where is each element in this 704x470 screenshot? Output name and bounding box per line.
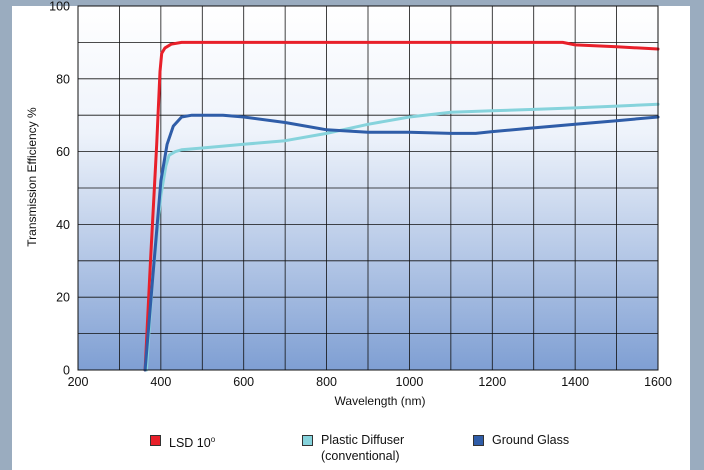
legend-label-lsd: LSD 10 [169,436,211,451]
legend-label-plastic-diffuser: Plastic Diffuser [321,433,405,447]
gridlines [78,6,658,370]
series-lines [143,40,660,372]
y-tick-label: 20 [56,291,70,305]
x-tick-label: 800 [316,375,337,389]
y-tick-label: 80 [56,72,70,86]
legend-swatch-lsd [150,435,161,446]
x-tick-label: 1200 [478,375,506,389]
y-tick-label: 100 [49,0,70,14]
series-line-0 [143,40,660,372]
plot-border [77,5,659,371]
legend-label-lsd-degree: o [210,435,216,444]
x-tick-label: 600 [233,375,254,389]
x-tick-label: 1400 [561,375,589,389]
legend-label-ground-glass: Ground Glass [492,433,570,447]
y-axis-label: Transmission Efficiency % [25,107,39,247]
x-tick-label: 1000 [396,375,424,389]
x-tick-label: 200 [68,375,89,389]
x-axis-label: Wavelength (nm) [334,394,426,408]
x-tick-labels: 200 400 600 800 1000 1200 1400 1600 [68,375,672,389]
x-tick-label: 1600 [644,375,672,389]
series-line-2 [143,113,660,372]
series-line-1 [144,102,660,372]
window-frame-top [0,0,704,6]
window-frame-left [0,0,12,470]
y-tick-label: 0 [63,364,70,378]
y-tick-labels: 0 20 40 60 80 100 [49,0,70,378]
x-tick-label: 400 [150,375,171,389]
legend-swatch-ground-glass [473,435,484,446]
legend-label-plastic-diffuser-sub: (conventional) [321,449,400,463]
window-frame-right [690,0,704,470]
y-tick-label: 60 [56,145,70,159]
y-tick-label: 40 [56,218,70,232]
legend-swatch-plastic-diffuser [302,435,313,446]
